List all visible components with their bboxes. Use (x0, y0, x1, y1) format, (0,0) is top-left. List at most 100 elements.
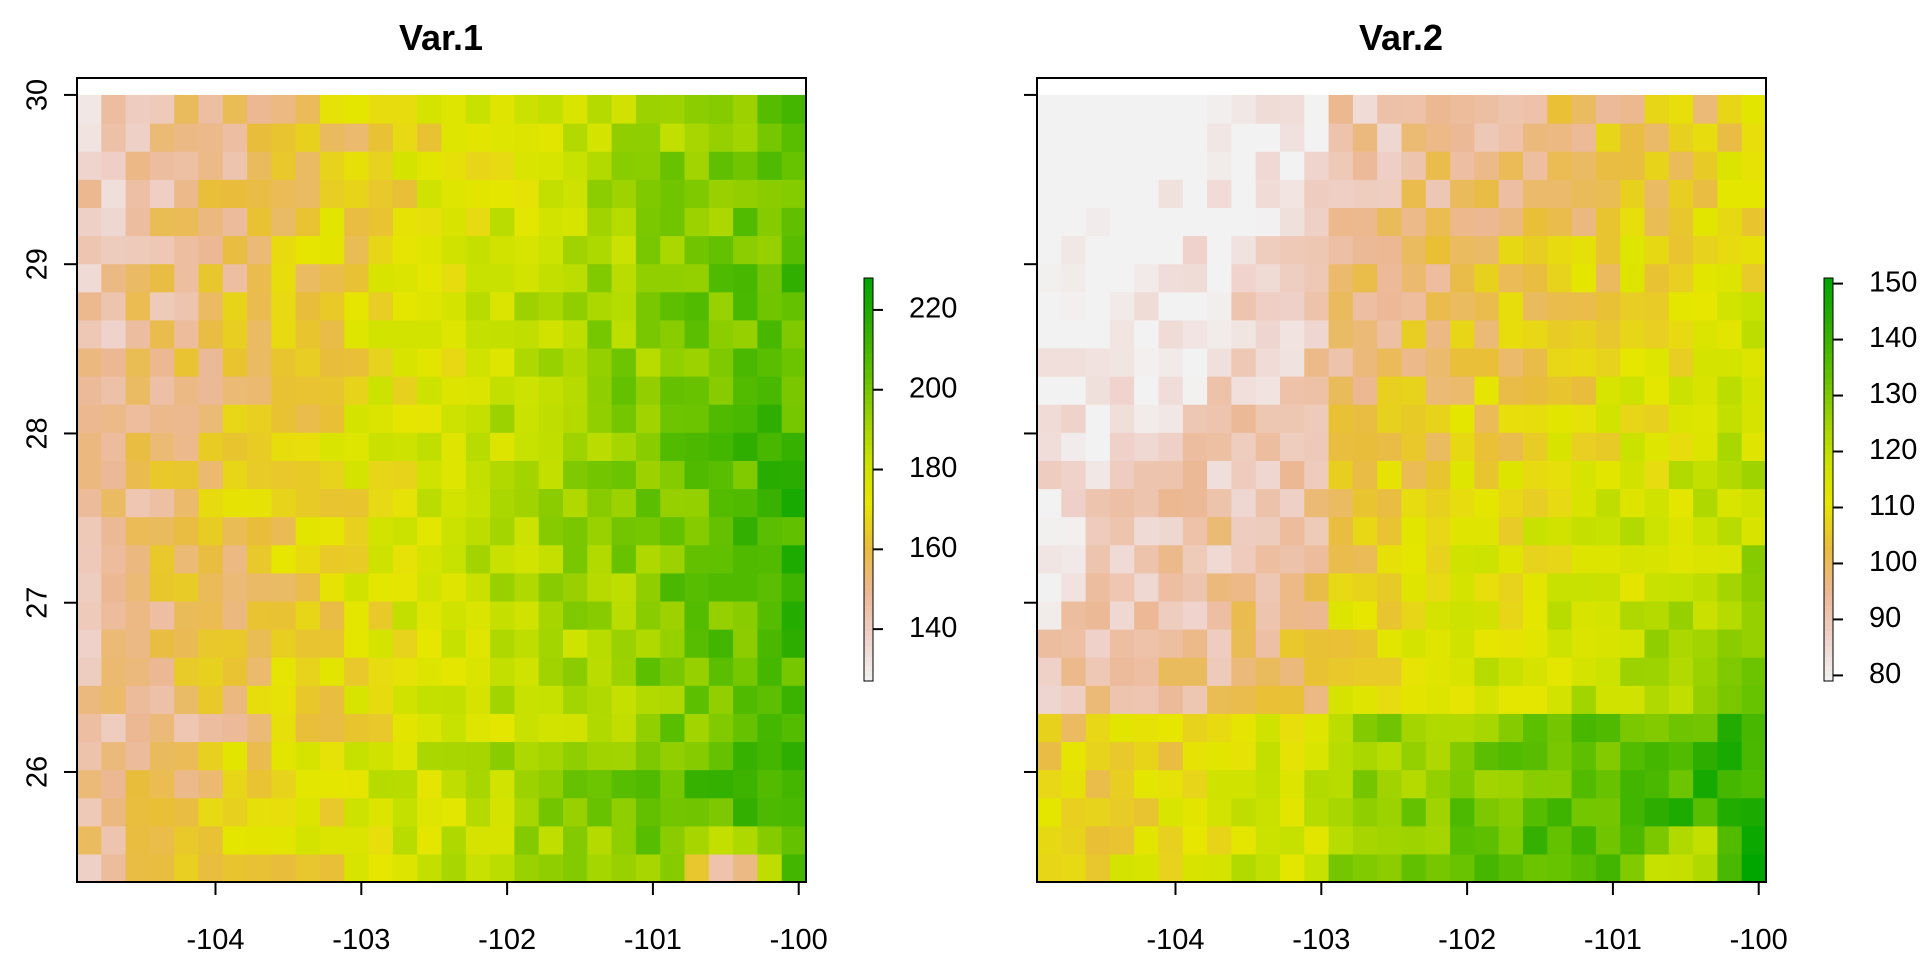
legend-swatch (1824, 323, 1833, 329)
heatmap-cell (1061, 600, 1087, 630)
heatmap-cell (1523, 151, 1548, 180)
heatmap-cell (490, 797, 515, 827)
heatmap-cell (1182, 319, 1208, 349)
heatmap-cell (1547, 263, 1573, 293)
heatmap-cell (708, 853, 734, 883)
legend-swatch (864, 650, 873, 657)
heatmap-cell (1450, 685, 1475, 714)
heatmap-cell (611, 853, 637, 883)
heatmap-cell (1693, 123, 1718, 152)
heatmap-cell (1741, 516, 1767, 546)
heatmap-cell (1425, 347, 1451, 377)
heatmap-cell (1620, 460, 1646, 490)
heatmap-cell (368, 488, 394, 518)
heatmap-cell (1377, 235, 1403, 265)
heatmap-cell (247, 151, 272, 180)
heatmap-cell (344, 685, 370, 714)
heatmap-cell (733, 263, 758, 293)
heatmap-cell (781, 179, 807, 208)
heatmap-cell (1450, 94, 1475, 124)
heatmap-cell (660, 460, 686, 490)
heatmap-cell (1037, 685, 1062, 714)
heatmap-cell (1134, 544, 1160, 574)
heatmap-cell (1571, 769, 1597, 799)
heatmap-cell (1717, 600, 1743, 630)
heatmap-cell (417, 516, 443, 546)
heatmap-cell (1595, 488, 1621, 518)
heatmap-cell (344, 544, 370, 574)
chart-title-var2: Var.2 (1359, 17, 1443, 58)
heatmap-cell (1280, 713, 1305, 743)
heatmap-cell (1328, 544, 1354, 574)
heatmap-cell (684, 263, 710, 293)
heatmap-cell (1547, 657, 1573, 686)
heatmap-cell (392, 460, 418, 490)
legend-swatch (1824, 489, 1833, 496)
heatmap-cell (198, 179, 224, 208)
heatmap-cell (1474, 179, 1500, 208)
heatmap-cell (1644, 347, 1670, 377)
legend-swatch (864, 398, 873, 405)
heatmap-cell (1352, 741, 1378, 771)
heatmap-cell (1231, 572, 1257, 602)
heatmap-cell (733, 347, 758, 377)
heatmap-cell (174, 572, 200, 602)
heatmap-cell (1134, 488, 1160, 518)
heatmap-cell (1668, 516, 1694, 546)
heatmap-cell (1620, 685, 1646, 714)
heatmap-cell (441, 404, 467, 433)
heatmap-cell (1280, 657, 1305, 686)
heatmap-cell (1158, 432, 1184, 461)
legend-swatch (864, 590, 873, 596)
heatmap-cell (465, 94, 491, 124)
legend-swatch (1824, 353, 1833, 360)
heatmap-cell (587, 629, 613, 658)
heatmap-cell (417, 741, 443, 771)
heatmap-cell (1207, 376, 1232, 405)
heatmap-cell (271, 769, 297, 799)
heatmap-cell (392, 741, 418, 771)
heatmap-cell (295, 769, 321, 799)
heatmap-cell (441, 207, 467, 237)
heatmap-cell (1231, 432, 1257, 461)
heatmap-cell (660, 769, 686, 799)
heatmap-cell (1231, 657, 1257, 686)
legend-swatch (1824, 544, 1833, 551)
heatmap-cell (1255, 629, 1281, 658)
heatmap-cell (198, 629, 224, 658)
heatmap-cell (660, 123, 686, 152)
heatmap-cell (611, 460, 637, 490)
heatmap-cell (149, 319, 175, 349)
heatmap-cell (1377, 376, 1403, 405)
heatmap-cell (1595, 123, 1621, 152)
heatmap-cell (125, 263, 151, 293)
heatmap-cell (563, 657, 588, 686)
legend-swatch (864, 630, 873, 637)
heatmap-cell (1741, 94, 1767, 124)
heatmap-cell (587, 572, 613, 602)
heatmap-cell (1401, 797, 1427, 827)
heatmap-cell (1425, 179, 1451, 208)
heatmap-cell (1450, 376, 1475, 405)
heatmap-cell (222, 600, 248, 630)
heatmap-cell (1620, 629, 1646, 658)
x-axis-var2: -104 -103 -102 -101 -100 (1146, 882, 1788, 956)
heatmap-cell (320, 123, 345, 152)
heatmap-cell (1644, 741, 1670, 771)
heatmap-cell (660, 685, 686, 714)
heatmap-cell (1547, 347, 1573, 377)
heatmap-cell (320, 685, 345, 714)
heatmap-cell (1231, 460, 1257, 490)
heatmap-cell (1523, 460, 1548, 490)
heatmap-cell (247, 179, 272, 208)
heatmap-cell (538, 347, 564, 377)
heatmap-cell (465, 769, 491, 799)
heatmap-cell (587, 235, 613, 265)
heatmap-cell (1304, 853, 1330, 883)
heatmap-cells-var1 (77, 94, 807, 883)
heatmap-cell (1207, 657, 1232, 686)
heatmap-cell (198, 123, 224, 152)
legend-swatch (1824, 283, 1833, 289)
heatmap-cell (1280, 460, 1305, 490)
heatmap-cell (1231, 741, 1257, 771)
